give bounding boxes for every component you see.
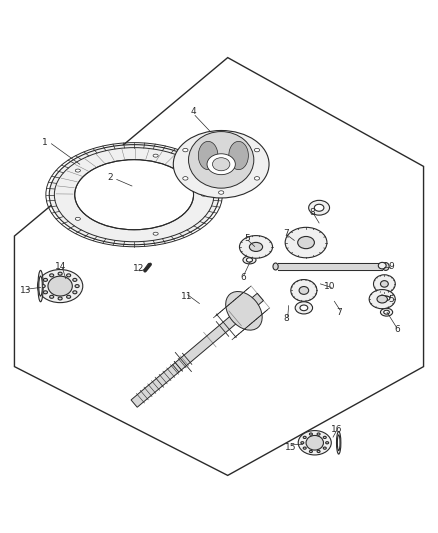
Ellipse shape [188,132,254,188]
Ellipse shape [249,243,263,252]
Text: 5: 5 [244,233,250,243]
Ellipse shape [381,281,389,287]
Text: 11: 11 [180,293,192,302]
Ellipse shape [303,447,306,449]
Ellipse shape [374,275,395,293]
Text: 15: 15 [285,442,297,451]
Ellipse shape [303,437,306,439]
Text: 4: 4 [190,108,196,117]
Ellipse shape [67,295,71,298]
Text: 2: 2 [107,173,113,182]
Ellipse shape [198,141,218,169]
Ellipse shape [323,447,326,449]
Ellipse shape [273,263,278,270]
Ellipse shape [377,295,388,303]
Text: 7: 7 [283,229,290,238]
Text: 16: 16 [331,425,342,434]
Ellipse shape [323,437,326,439]
Ellipse shape [314,204,324,211]
Ellipse shape [41,285,45,288]
Ellipse shape [219,134,224,138]
Ellipse shape [384,310,389,314]
Ellipse shape [382,263,389,270]
Ellipse shape [75,160,194,230]
Ellipse shape [254,148,260,152]
Ellipse shape [379,294,394,303]
Ellipse shape [153,232,158,235]
Ellipse shape [337,435,340,450]
Ellipse shape [326,442,328,444]
Ellipse shape [298,431,331,455]
Ellipse shape [306,435,323,450]
Polygon shape [131,293,263,407]
Text: 6: 6 [240,273,246,282]
Text: 9: 9 [388,262,394,271]
Ellipse shape [38,270,83,303]
Ellipse shape [240,236,272,258]
Text: 7: 7 [336,308,342,317]
Ellipse shape [58,272,62,275]
Ellipse shape [43,291,47,294]
Text: 5: 5 [388,295,394,304]
Text: 10: 10 [324,281,336,290]
Ellipse shape [43,278,47,281]
Ellipse shape [295,302,313,314]
Ellipse shape [383,296,390,301]
Ellipse shape [219,191,224,194]
Ellipse shape [309,433,312,435]
Ellipse shape [49,144,219,245]
Text: 13: 13 [20,286,31,295]
Ellipse shape [285,228,327,258]
Ellipse shape [49,295,54,298]
Ellipse shape [298,237,314,249]
Ellipse shape [183,148,188,152]
Ellipse shape [48,276,72,296]
Ellipse shape [381,308,392,316]
Ellipse shape [58,297,62,300]
Ellipse shape [49,274,54,277]
Ellipse shape [309,200,329,215]
Ellipse shape [369,289,395,309]
Ellipse shape [378,262,386,269]
Ellipse shape [173,131,269,198]
Text: 6: 6 [395,325,400,334]
Ellipse shape [153,154,158,157]
Ellipse shape [299,287,309,294]
Ellipse shape [226,292,262,330]
Ellipse shape [300,305,308,311]
Text: 8: 8 [283,314,290,323]
Ellipse shape [229,141,248,169]
Text: 12: 12 [133,264,144,273]
Ellipse shape [309,450,312,453]
Ellipse shape [317,433,320,435]
Text: 14: 14 [54,262,66,271]
Ellipse shape [317,450,320,453]
Ellipse shape [301,442,304,444]
Ellipse shape [75,217,81,220]
Ellipse shape [39,276,42,296]
Ellipse shape [75,169,81,172]
Ellipse shape [291,279,317,301]
Ellipse shape [247,258,253,262]
Ellipse shape [336,431,341,454]
Ellipse shape [212,158,230,171]
Ellipse shape [75,285,79,288]
Ellipse shape [38,270,43,302]
Ellipse shape [183,176,188,180]
Text: 8: 8 [310,207,315,216]
Text: 1: 1 [42,138,48,147]
Ellipse shape [201,193,206,196]
Ellipse shape [73,291,77,294]
Polygon shape [278,263,382,270]
Ellipse shape [73,278,77,281]
Ellipse shape [254,176,260,180]
Ellipse shape [67,274,71,277]
Ellipse shape [207,154,235,175]
Ellipse shape [243,256,256,264]
